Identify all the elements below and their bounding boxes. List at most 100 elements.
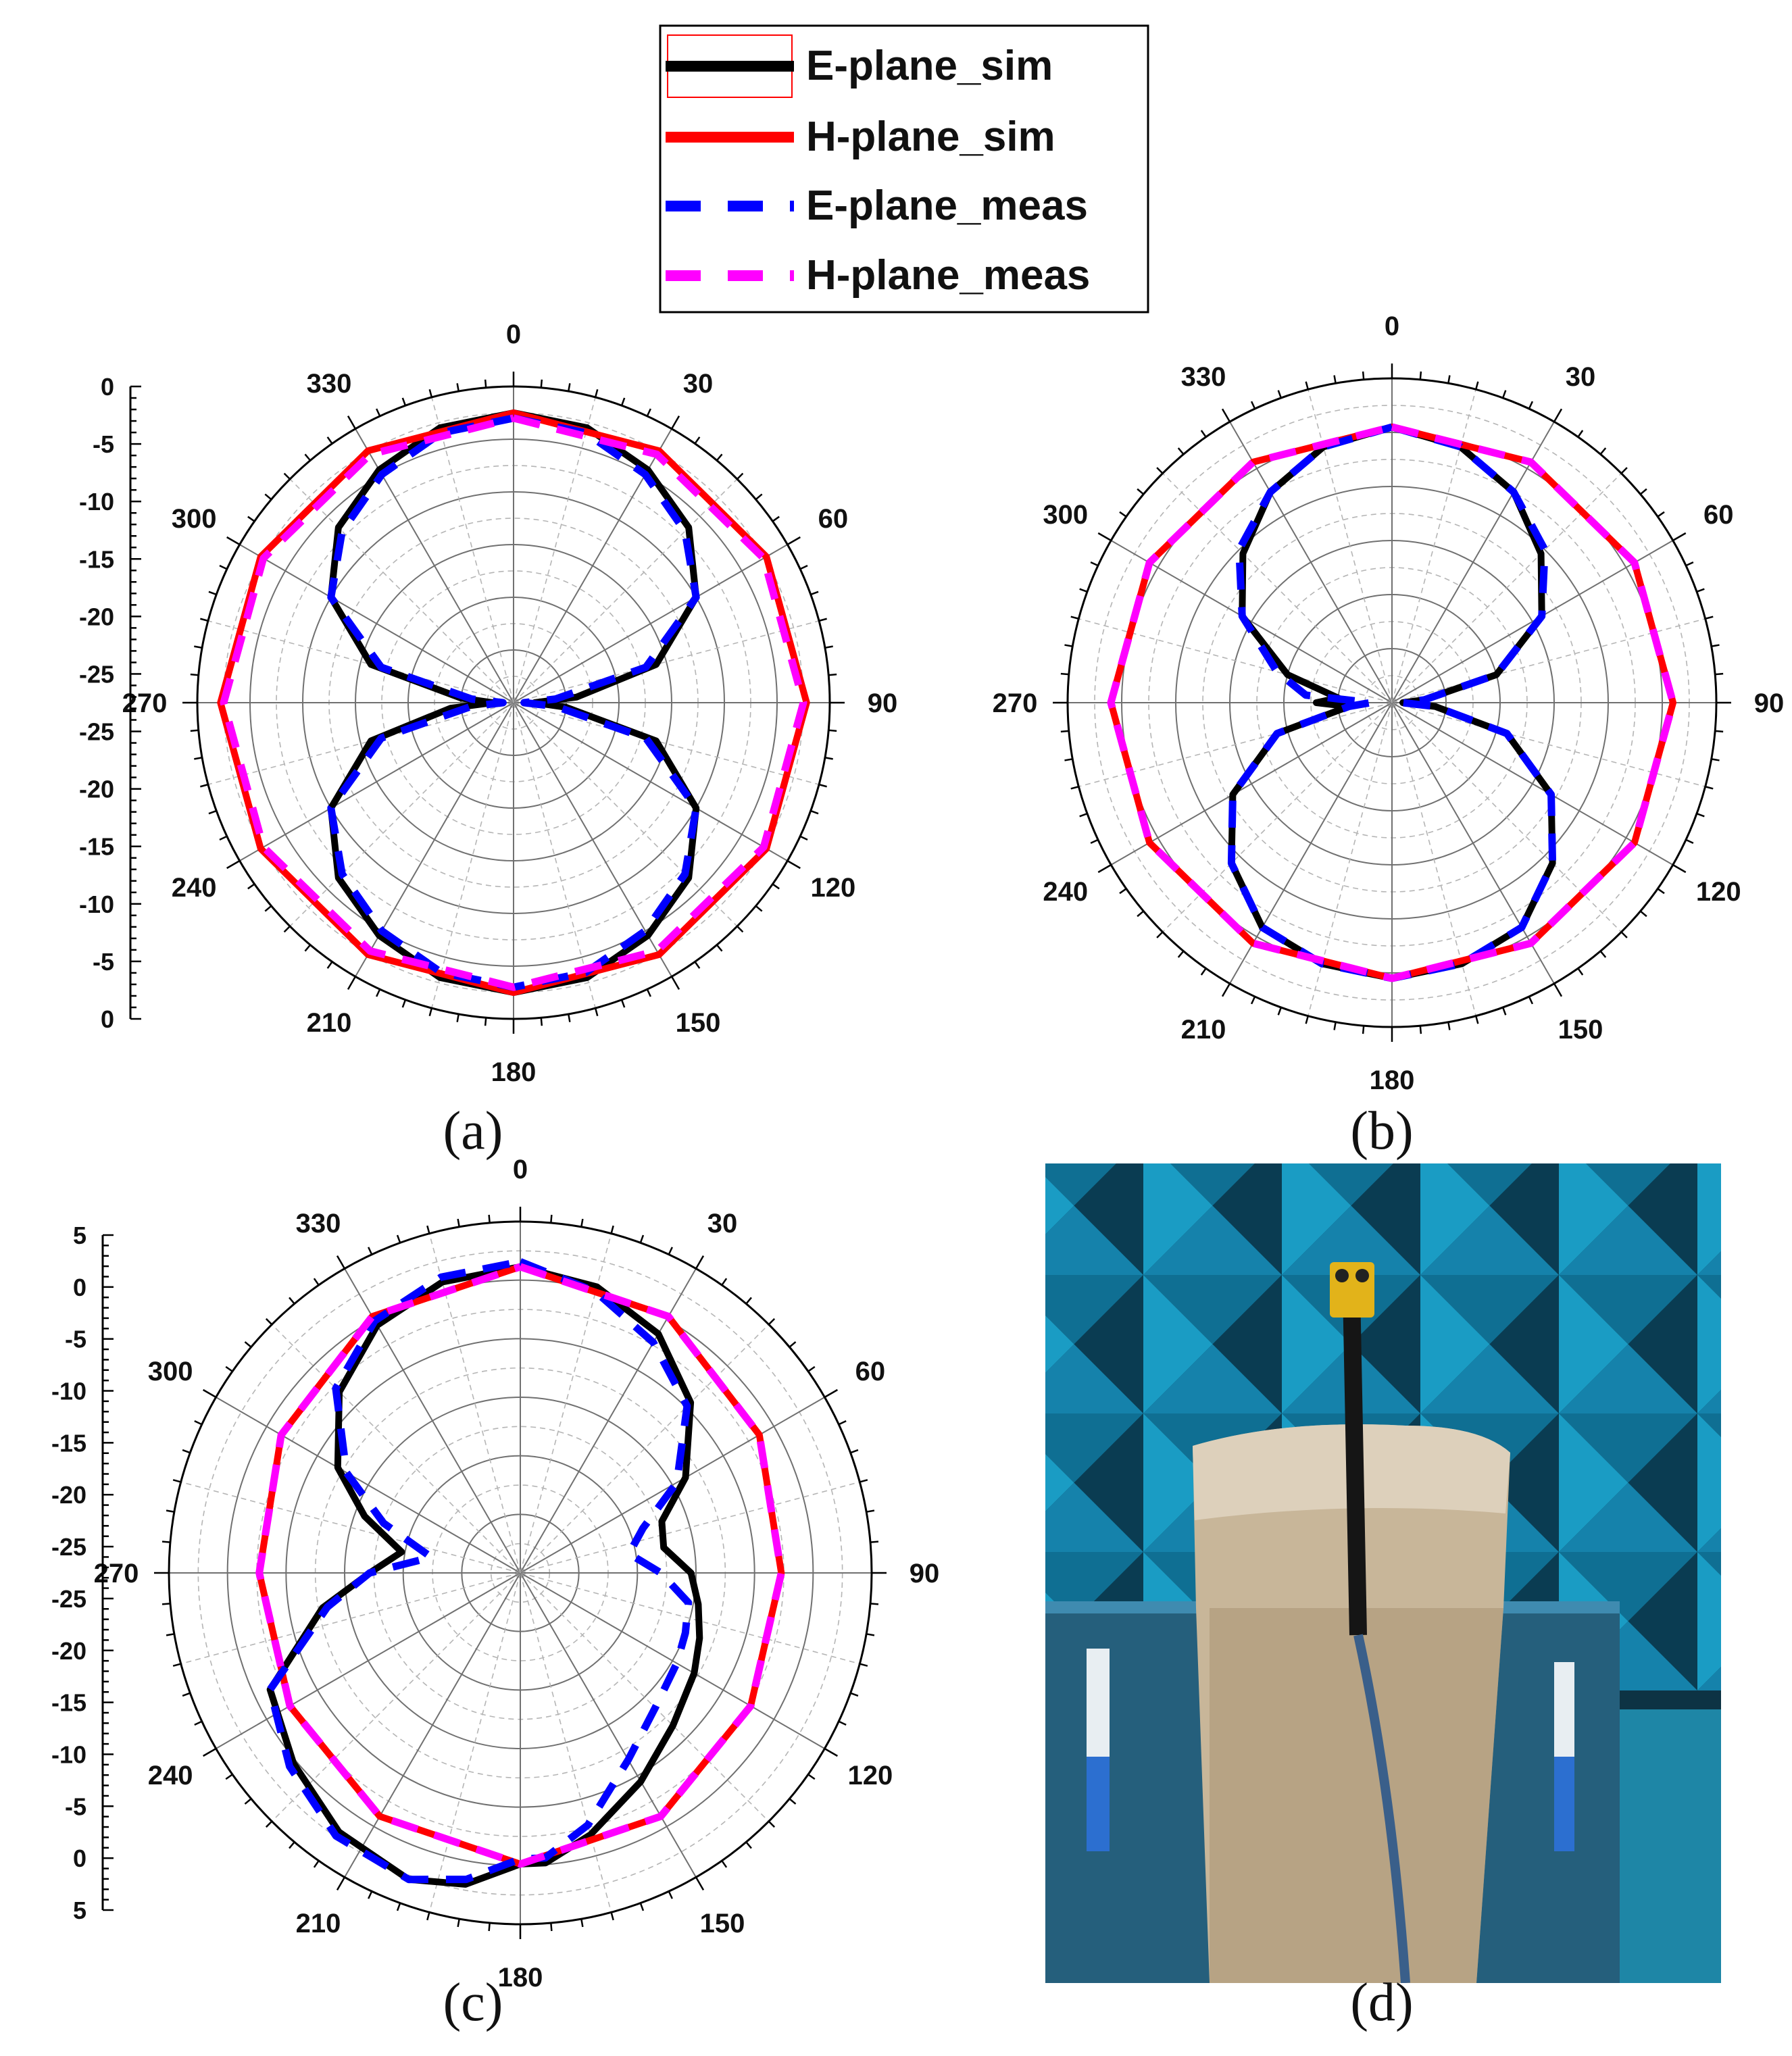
angle-tick-mark [828,729,837,732]
angle-tick-mark [568,383,571,392]
grid-spoke [207,620,514,703]
angle-tick-mark [772,516,780,522]
angle-tick-mark [1090,838,1099,845]
angle-tick-mark [194,645,203,649]
absorber-face [1697,1390,1721,1413]
angle-tick-mark [580,1918,584,1928]
angle-tick-mark [694,961,701,969]
connector-screw-right [1355,1269,1369,1282]
angle-tick-label: 60 [818,504,849,534]
radial-tick-label: -5 [65,1792,86,1820]
angle-tick-mark [745,1841,752,1849]
grid-spoke [520,1233,612,1574]
series-line-h-plane-meas [255,1263,785,1868]
grid-spoke [513,544,788,703]
grid-spoke [1162,473,1393,703]
angle-tick-mark [1090,561,1099,567]
absorber-face [1045,1413,1143,1483]
angle-tick-mark [787,536,801,546]
angle-tick-label: 180 [491,1057,537,1087]
angle-tick-mark [1221,983,1231,997]
angle-tick-mark [594,389,599,398]
absorber-face [1420,1205,1559,1275]
angle-tick-mark [194,1720,203,1726]
angle-tick-mark [807,1365,816,1372]
angle-tick-mark [488,1214,491,1224]
grid-spoke [207,702,514,785]
grid-spoke [431,397,514,703]
angle-tick-mark [1362,1026,1365,1034]
absorber-face [1559,1275,1697,1345]
angle-tick-mark [818,783,827,788]
angle-tick-mark [1620,931,1628,938]
absorber-face [1143,1344,1282,1413]
angle-tick-mark [200,783,209,788]
angle-tick-label: 30 [707,1209,738,1238]
angle-tick-label: 270 [94,1559,139,1588]
antenna-connector [1330,1262,1374,1318]
angle-tick-label: 120 [810,873,855,903]
angle-tick-mark [568,1013,571,1022]
radial-tick-label: -20 [51,1481,86,1509]
legend-entry-e-plane-meas: E-plane_meas [666,182,1088,229]
angle-tick-label: 330 [1181,362,1226,392]
angle-tick-label: 150 [1558,1015,1603,1045]
angle-tick-mark [1079,588,1088,593]
angle-tick-label: 0 [1385,311,1399,341]
radial-tick-label: -5 [65,1326,86,1353]
angle-tick-mark [1156,467,1164,474]
angle-tick-label: 240 [1043,877,1088,907]
measurement-photo [1045,1163,1721,1983]
grid-spoke [271,1572,521,1822]
angle-tick-mark [772,883,780,890]
angle-tick-mark [639,1234,645,1243]
grid-spoke [1391,540,1674,703]
angle-tick-label: 90 [1754,688,1785,718]
grid-spoke [513,620,820,703]
angle-tick-mark [818,618,827,622]
angle-tick-mark [668,1890,673,1899]
radial-tick-label: -10 [51,1740,86,1768]
absorber-face [1559,1344,1697,1413]
angle-tick-mark [807,1774,816,1780]
angle-tick-mark [304,944,312,952]
angle-tick-mark [1097,532,1112,542]
absorber-face [1697,1528,1721,1552]
angle-tick-mark [1715,730,1724,733]
absorber-face [1351,1163,1420,1275]
angle-tick-mark [1137,910,1145,918]
radial-tick-label: -5 [93,430,114,458]
angle-tick-mark [755,905,763,912]
angle-tick-mark [1501,1007,1507,1016]
angle-tick-label: 180 [1370,1065,1415,1095]
angle-tick-mark [859,1479,868,1483]
absorber-face [1489,1163,1559,1275]
angle-tick-mark [484,1018,487,1026]
angle-tick-mark [368,1890,373,1899]
absorber-face [1628,1413,1697,1552]
angle-tick-mark [1097,863,1112,874]
angle-tick-mark [1696,812,1705,818]
angle-tick-mark [166,1509,175,1513]
angle-tick-mark [1672,863,1687,874]
angle-tick-mark [850,1449,859,1454]
legend-label-h-plane-sim: H-plane_sim [806,114,1055,160]
angle-tick-label: 0 [513,1155,528,1184]
grid-spoke [1391,702,1622,932]
angle-tick-mark [694,436,701,445]
angle-tick-mark [737,472,744,480]
absorber-face [1045,1454,1074,1511]
foam-block-shadow [1210,1608,1503,1983]
absorber-face [1170,1163,1255,1206]
angle-tick-mark [1705,786,1714,790]
radial-tick-label: -25 [79,718,114,746]
angle-tick-mark [620,397,626,406]
absorber-face [1282,1205,1420,1275]
angle-tick-mark [1553,408,1563,422]
angle-tick-mark [1333,375,1337,384]
angle-tick-mark [244,1798,252,1805]
angle-tick-mark [219,565,228,570]
angle-tick-mark [182,1449,191,1454]
absorber-face [1628,1552,1697,1690]
grid-spoke [1391,473,1622,703]
